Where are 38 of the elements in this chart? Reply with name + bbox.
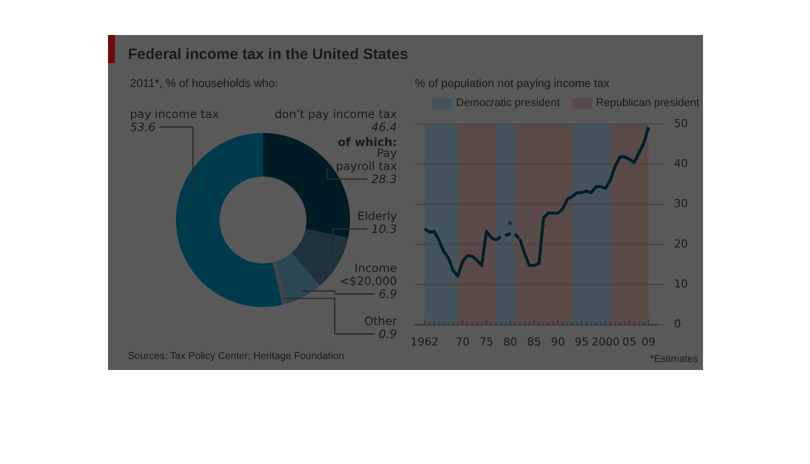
- chart-subtitle: 2011*, % of households who:: [130, 78, 278, 90]
- slice-label: Income <$20,000: [340, 261, 397, 288]
- line-series: [494, 232, 522, 242]
- slice-label: Pay payroll tax: [336, 146, 398, 173]
- x-tick-label: 75: [479, 335, 494, 348]
- chart-title: Federal income tax in the United States: [128, 46, 408, 63]
- x-tick-label: 85: [527, 335, 542, 348]
- text: of which:: [338, 135, 397, 149]
- text: *Estimates: [650, 354, 698, 365]
- x-tick-label: 70: [456, 335, 470, 348]
- x-tick-label: 90: [550, 335, 565, 348]
- data-label: 53.6: [130, 120, 156, 134]
- x-tick-label: 09: [641, 335, 656, 348]
- y-tick-label: 30: [674, 197, 688, 210]
- slice-label: pay income tax: [130, 107, 220, 121]
- y-tick-label: 20: [674, 237, 688, 250]
- data-label: 10.3: [371, 222, 397, 236]
- y-tick-label: 50: [674, 116, 688, 130]
- y-tick-label: 0: [674, 318, 682, 331]
- chart-title: % of population not paying income tax: [415, 78, 610, 90]
- x-tick-label: 1962: [410, 335, 439, 348]
- x-tick-label: 95: [574, 335, 589, 348]
- data-label: 28.3: [371, 172, 397, 186]
- text: 46.4: [371, 120, 397, 134]
- data-label: 0.9: [378, 327, 397, 341]
- y-tick-label: 40: [674, 157, 688, 170]
- x-tick-label: 05: [622, 335, 636, 348]
- legend-label: Democratic president: [455, 97, 560, 109]
- x-tick-label: 80: [503, 335, 518, 348]
- slice-label: Other: [364, 314, 398, 328]
- x-tick-label: 2000: [592, 335, 620, 348]
- source-note: Sources: Tax Policy Center; Heritage Foundation: [128, 351, 344, 362]
- y-tick-label: 10: [674, 278, 688, 290]
- legend-label: Republican president: [594, 97, 700, 109]
- data-label: 6.9: [378, 287, 397, 301]
- annotation: *: [507, 218, 514, 233]
- text: don’t pay income tax: [274, 107, 398, 121]
- slice-label: Elderly: [357, 209, 398, 223]
